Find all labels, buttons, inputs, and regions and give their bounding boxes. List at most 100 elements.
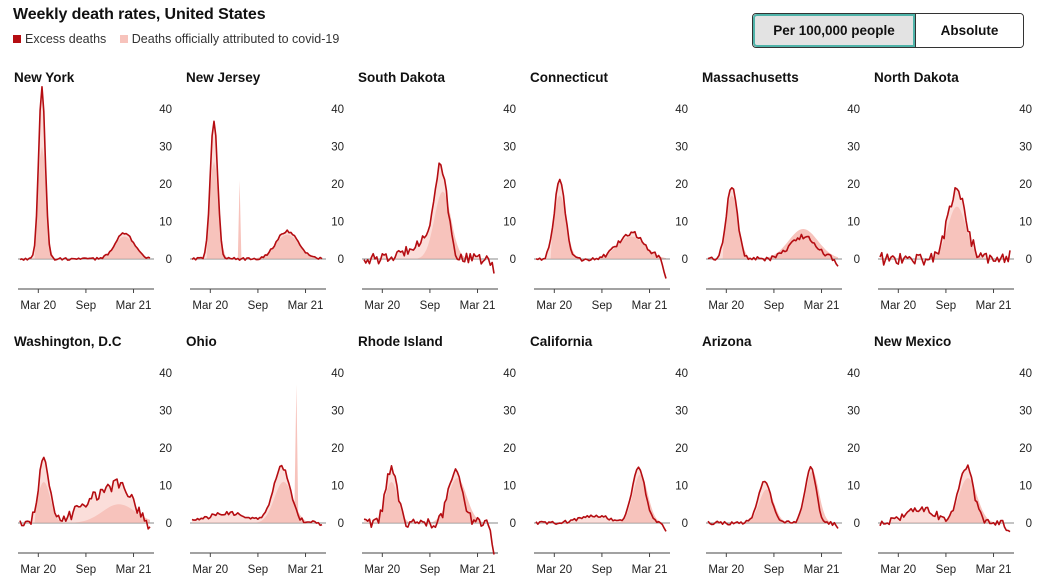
excess-deaths-line: [879, 187, 1011, 266]
y-tick-label: 10: [159, 481, 172, 493]
y-tick-label: 20: [1019, 443, 1032, 455]
x-tick-label: Sep: [248, 300, 268, 312]
excess-deaths-fill: [708, 187, 838, 259]
y-tick-label: 30: [1019, 142, 1032, 154]
y-tick-label: 40: [331, 104, 344, 116]
y-tick-label: 0: [1026, 518, 1032, 530]
y-tick-label: 20: [1019, 179, 1032, 191]
x-tick-label: Mar 21: [804, 564, 840, 576]
x-tick-label: Mar 21: [804, 300, 840, 312]
x-tick-label: Sep: [248, 564, 268, 576]
legend-item-covid: Deaths officially attributed to covid-19: [119, 32, 339, 46]
x-tick-label: Sep: [592, 564, 612, 576]
y-tick-label: 30: [159, 142, 172, 154]
panel-rhode-island: Rhode Island 0 10 20 30 40 Mar 20 Sep Mar 21: [358, 334, 516, 576]
x-tick-label: Sep: [764, 300, 784, 312]
y-tick-label: 30: [331, 406, 344, 418]
x-tick-label: Mar 20: [20, 564, 56, 576]
x-tick-label: Sep: [936, 564, 956, 576]
y-tick-label: 0: [1026, 254, 1032, 266]
x-tick-label: Mar 20: [880, 300, 916, 312]
x-tick-label: Mar 21: [460, 564, 496, 576]
y-tick-label: 0: [338, 518, 344, 530]
y-tick-label: 40: [1019, 104, 1032, 116]
excess-deaths-fill: [364, 163, 494, 259]
y-tick-label: 20: [331, 443, 344, 455]
panel-title: North Dakota: [874, 70, 959, 85]
x-tick-label: Sep: [936, 300, 956, 312]
x-tick-label: Mar 21: [116, 300, 152, 312]
x-tick-label: Sep: [420, 300, 440, 312]
y-tick-label: 40: [847, 104, 860, 116]
panel-title: Connecticut: [530, 70, 609, 85]
y-tick-label: 30: [847, 142, 860, 154]
panel-ohio: Ohio 0 10 20 30 40 Mar 20 Sep Mar 21: [186, 334, 344, 576]
excess-deaths-fill: [20, 457, 150, 523]
x-tick-label: Mar 20: [192, 564, 228, 576]
y-tick-label: 30: [159, 406, 172, 418]
y-tick-label: 20: [159, 179, 172, 191]
covid-swatch: [119, 35, 128, 43]
y-tick-label: 30: [675, 142, 688, 154]
panel-title: Arizona: [702, 334, 752, 349]
panel-washington-d-c: Washington, D.C 0 10 20 30 40 Mar 20 Sep Mar 21: [14, 334, 172, 576]
y-tick-label: 0: [166, 518, 172, 530]
x-tick-label: Sep: [764, 564, 784, 576]
unit-toggle[interactable]: Per 100,000 people Absolute: [752, 13, 1024, 48]
excess-deaths-line: [707, 465, 839, 529]
legend: Excess deaths Deaths officially attribut…: [13, 32, 349, 46]
x-tick-label: Mar 21: [632, 564, 668, 576]
x-tick-label: Sep: [592, 300, 612, 312]
absolute-button[interactable]: Absolute: [915, 14, 1023, 47]
y-tick-label: 40: [847, 368, 860, 380]
panel-california: California 0 10 20 30 40 Mar 20 Sep Mar 21: [530, 334, 688, 576]
panel-new-mexico: New Mexico 0 10 20 30 40 Mar 20 Sep Mar 21: [874, 334, 1032, 576]
panel-arizona: Arizona 0 10 20 30 40 Mar 20 Sep Mar 21: [702, 334, 860, 576]
y-tick-label: 10: [159, 217, 172, 229]
y-tick-label: 0: [510, 254, 516, 266]
y-tick-label: 10: [503, 481, 516, 493]
legend-item-excess: Excess deaths: [13, 32, 106, 46]
panel-connecticut: Connecticut 0 10 20 30 40 Mar 20 Sep Mar 21: [530, 70, 688, 312]
excess-swatch: [13, 35, 21, 43]
per-100000-button[interactable]: Per 100,000 people: [753, 14, 915, 47]
page-title: Weekly death rates, United States: [13, 6, 266, 23]
excess-deaths-fill: [880, 187, 1010, 259]
covid-deaths-area: [880, 478, 1010, 523]
x-tick-label: Mar 20: [708, 300, 744, 312]
y-tick-label: 20: [847, 443, 860, 455]
excess-deaths-line: [19, 86, 151, 261]
y-tick-label: 30: [847, 406, 860, 418]
x-tick-label: Mar 21: [116, 564, 152, 576]
y-tick-label: 0: [854, 518, 860, 530]
panel-title: Rhode Island: [358, 334, 443, 349]
y-tick-label: 20: [847, 179, 860, 191]
y-tick-label: 40: [675, 368, 688, 380]
y-tick-label: 10: [847, 481, 860, 493]
y-tick-label: 40: [159, 104, 172, 116]
x-tick-label: Sep: [76, 300, 96, 312]
excess-deaths-line: [191, 464, 323, 527]
x-tick-label: Mar 20: [364, 564, 400, 576]
x-tick-label: Mar 21: [288, 564, 324, 576]
excess-deaths-fill: [708, 466, 838, 523]
excess-deaths-line: [707, 187, 839, 267]
excess-deaths-fill: [192, 465, 322, 523]
y-tick-label: 20: [675, 179, 688, 191]
excess-deaths-fill: [364, 465, 494, 523]
y-tick-label: 40: [159, 368, 172, 380]
y-tick-label: 0: [682, 254, 688, 266]
y-tick-label: 10: [847, 217, 860, 229]
y-tick-label: 0: [510, 518, 516, 530]
panel-title: California: [530, 334, 593, 349]
panel-title: Ohio: [186, 334, 217, 349]
panel-title: New York: [14, 70, 75, 85]
panel-title: South Dakota: [358, 70, 445, 85]
y-tick-label: 10: [331, 217, 344, 229]
x-tick-label: Mar 20: [708, 564, 744, 576]
y-tick-label: 40: [503, 104, 516, 116]
y-tick-label: 10: [1019, 217, 1032, 229]
y-tick-label: 0: [338, 254, 344, 266]
excess-deaths-line: [535, 466, 667, 532]
y-tick-label: 30: [675, 406, 688, 418]
